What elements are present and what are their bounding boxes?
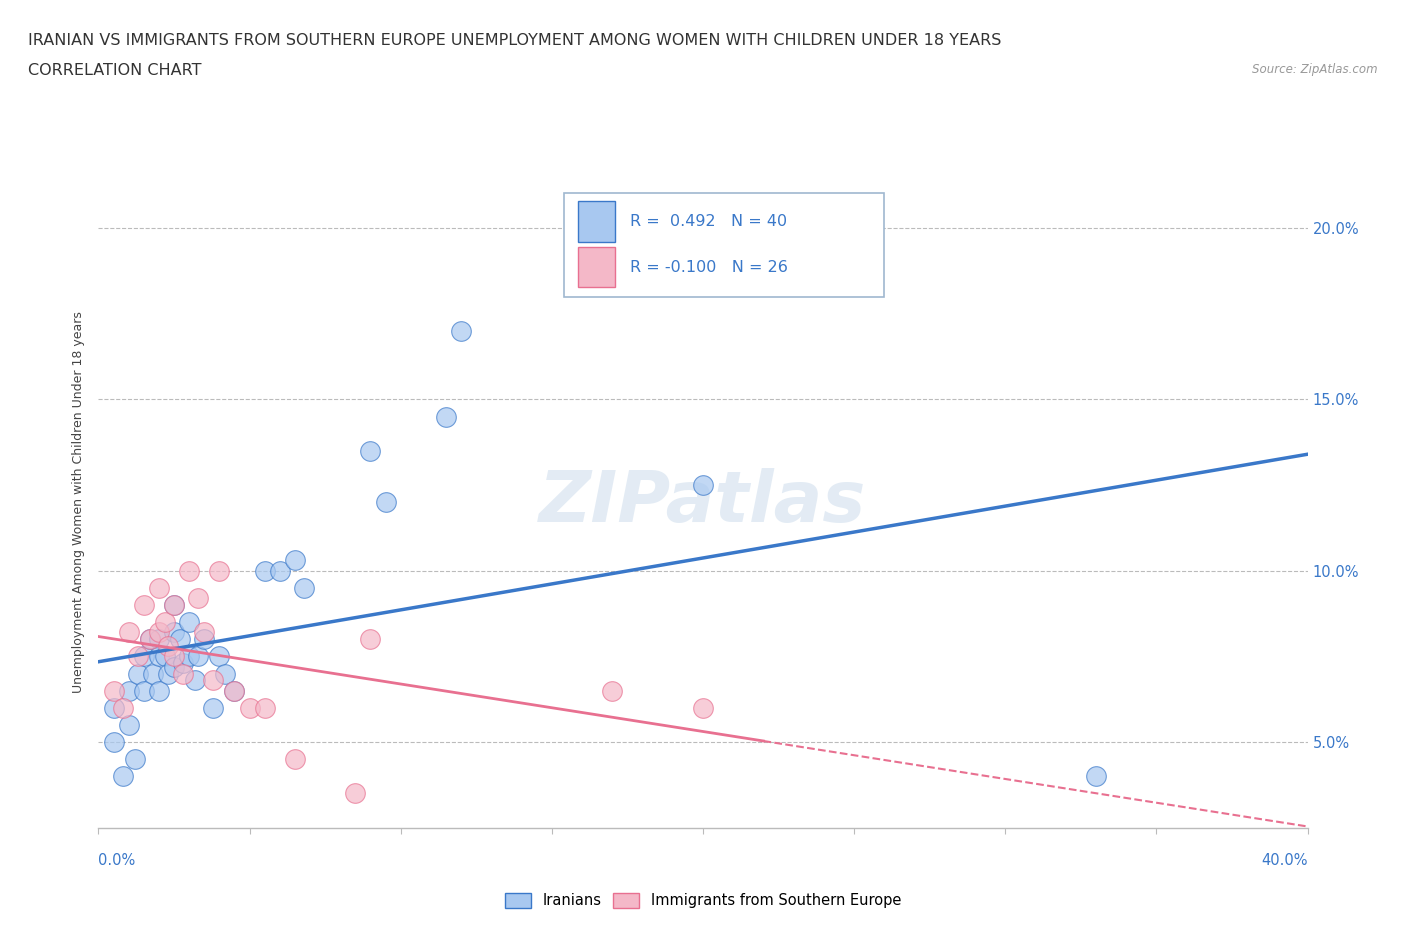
FancyBboxPatch shape	[578, 247, 614, 287]
Iranians	[163, 625, 186, 640]
Immigrants from Southern Europe	[139, 631, 162, 646]
Iranians	[179, 649, 201, 664]
Immigrants from Southern Europe	[692, 700, 714, 715]
Iranians	[208, 649, 231, 664]
Iranians	[172, 656, 194, 671]
Iranians	[179, 615, 201, 630]
Immigrants from Southern Europe	[127, 649, 149, 664]
Iranians	[139, 631, 162, 646]
Iranians	[111, 769, 134, 784]
Immigrants from Southern Europe	[153, 615, 176, 630]
FancyBboxPatch shape	[564, 193, 884, 298]
Text: CORRELATION CHART: CORRELATION CHART	[28, 63, 201, 78]
Iranians	[214, 666, 236, 681]
Iranians	[184, 673, 207, 688]
Iranians	[103, 700, 125, 715]
Immigrants from Southern Europe	[344, 786, 367, 801]
Iranians	[118, 684, 141, 698]
Immigrants from Southern Europe	[202, 673, 225, 688]
Iranians	[148, 631, 170, 646]
Immigrants from Southern Europe	[156, 639, 179, 654]
Iranians	[360, 444, 382, 458]
Iranians	[163, 598, 186, 613]
Iranians	[132, 684, 155, 698]
Immigrants from Southern Europe	[360, 631, 382, 646]
Iranians	[284, 553, 307, 568]
Iranians	[187, 649, 209, 664]
Text: ZIPatlas: ZIPatlas	[540, 468, 866, 537]
Iranians	[450, 324, 472, 339]
Iranians	[169, 631, 191, 646]
Immigrants from Southern Europe	[284, 751, 307, 766]
FancyBboxPatch shape	[578, 202, 614, 242]
Immigrants from Southern Europe	[103, 684, 125, 698]
Iranians	[269, 564, 291, 578]
Immigrants from Southern Europe	[224, 684, 246, 698]
Iranians	[103, 735, 125, 750]
Immigrants from Southern Europe	[148, 580, 170, 595]
Immigrants from Southern Europe	[179, 564, 201, 578]
Immigrants from Southern Europe	[148, 625, 170, 640]
Immigrants from Southern Europe	[253, 700, 276, 715]
Immigrants from Southern Europe	[163, 649, 186, 664]
Immigrants from Southern Europe	[118, 625, 141, 640]
Iranians	[193, 631, 215, 646]
Immigrants from Southern Europe	[111, 700, 134, 715]
Immigrants from Southern Europe	[187, 591, 209, 605]
Iranians	[434, 409, 457, 424]
Immigrants from Southern Europe	[172, 666, 194, 681]
Text: 40.0%: 40.0%	[1261, 853, 1308, 868]
Iranians	[124, 751, 146, 766]
Iranians	[253, 564, 276, 578]
Immigrants from Southern Europe	[193, 625, 215, 640]
Iranians	[153, 649, 176, 664]
Immigrants from Southern Europe	[208, 564, 231, 578]
Y-axis label: Unemployment Among Women with Children Under 18 years: Unemployment Among Women with Children U…	[72, 312, 86, 693]
Iranians	[127, 666, 149, 681]
Iranians	[163, 659, 186, 674]
Iranians	[374, 495, 396, 510]
Iranians	[224, 684, 246, 698]
Text: IRANIAN VS IMMIGRANTS FROM SOUTHERN EUROPE UNEMPLOYMENT AMONG WOMEN WITH CHILDRE: IRANIAN VS IMMIGRANTS FROM SOUTHERN EURO…	[28, 33, 1001, 47]
Immigrants from Southern Europe	[163, 598, 186, 613]
Immigrants from Southern Europe	[132, 598, 155, 613]
Iranians	[132, 649, 155, 664]
Immigrants from Southern Europe	[239, 700, 262, 715]
Immigrants from Southern Europe	[602, 684, 624, 698]
Iranians	[148, 684, 170, 698]
Text: Source: ZipAtlas.com: Source: ZipAtlas.com	[1253, 63, 1378, 76]
Iranians	[148, 649, 170, 664]
Text: R =  0.492   N = 40: R = 0.492 N = 40	[630, 214, 787, 229]
Iranians	[202, 700, 225, 715]
Iranians	[692, 478, 714, 493]
Iranians	[142, 666, 165, 681]
Legend: Iranians, Immigrants from Southern Europe: Iranians, Immigrants from Southern Europ…	[505, 893, 901, 909]
Iranians	[118, 717, 141, 732]
Iranians	[156, 666, 179, 681]
Text: R = -0.100   N = 26: R = -0.100 N = 26	[630, 259, 789, 274]
Iranians	[1085, 769, 1108, 784]
Text: 0.0%: 0.0%	[98, 853, 135, 868]
Iranians	[292, 580, 315, 595]
